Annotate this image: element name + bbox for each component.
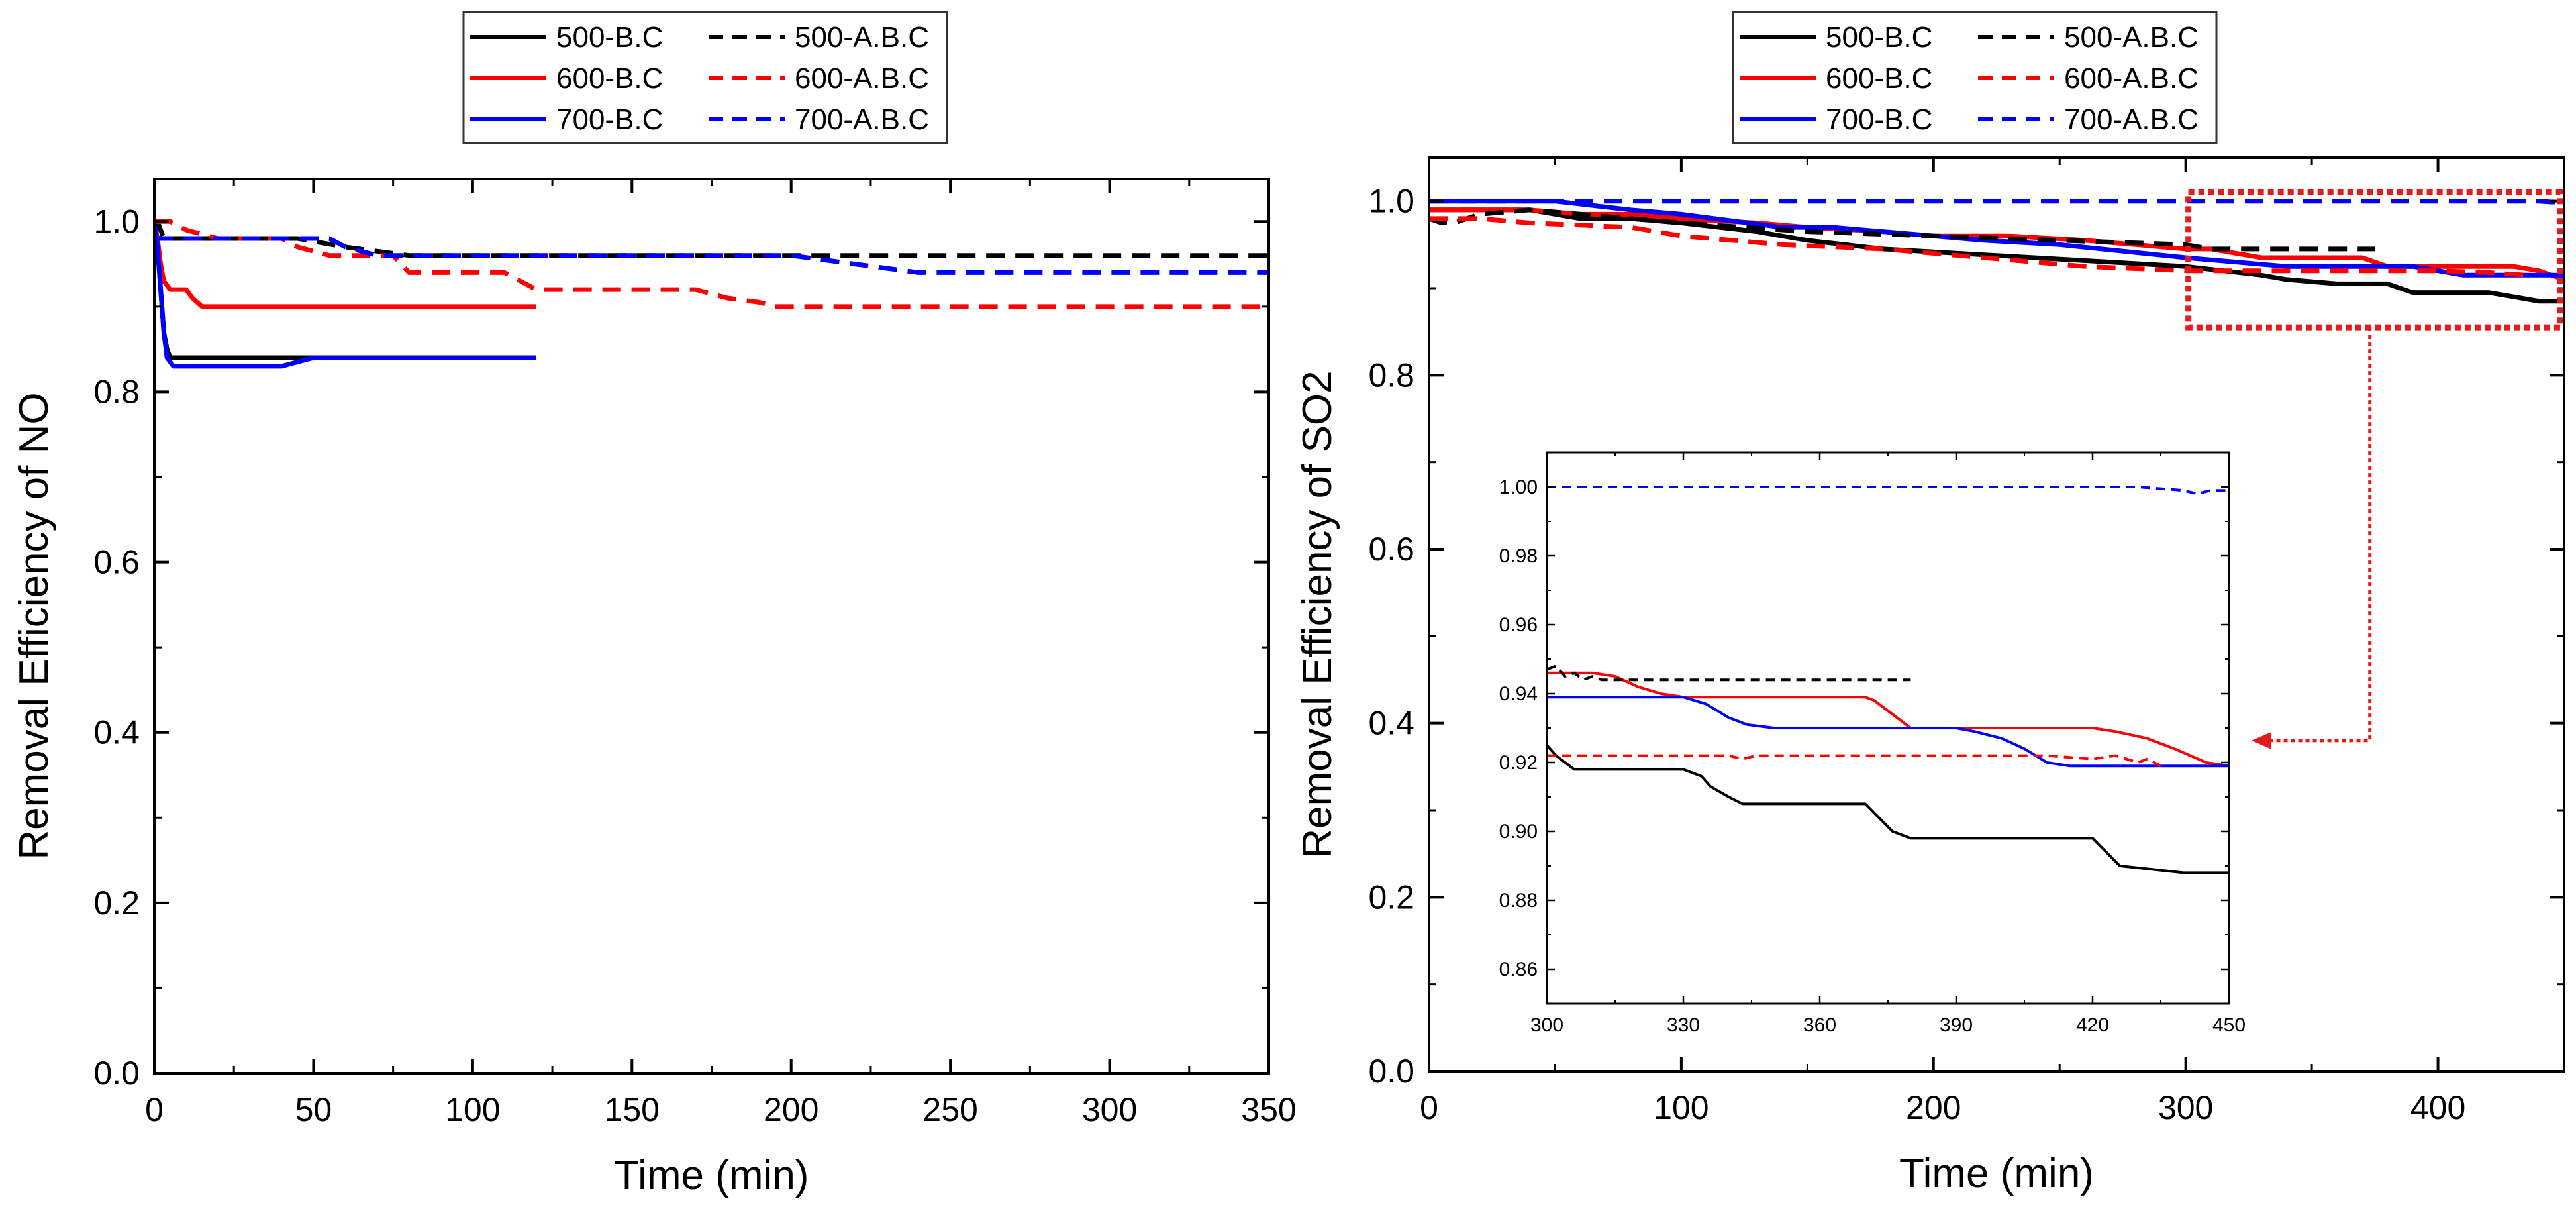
so2-x-tick-label: 0 (1420, 1089, 1438, 1126)
so2-y-tick-label: 0.2 (1368, 878, 1414, 916)
no-y-tick-label: 0.4 (93, 714, 140, 751)
so2-y-axis-title: Removal Efficiency of SO2 (1295, 370, 1340, 858)
no-y-tick-label: 1.0 (93, 203, 140, 240)
so2-x-tick-label: 300 (2158, 1089, 2213, 1126)
no-series-700-abc (154, 236, 1269, 275)
inset-x-tick-label: 300 (1530, 1014, 1563, 1036)
inset-x-tick-label: 390 (1940, 1014, 1973, 1036)
so2-y-tick-label: 1.0 (1368, 183, 1414, 220)
inset-x-tick-label: 450 (2212, 1014, 2246, 1036)
no-series-600-bc (154, 221, 536, 309)
inset-y-tick-label: 0.90 (1499, 821, 1538, 843)
so2-y-tick-label: 0.4 (1368, 705, 1414, 742)
legend-label: 700-A.B.C (795, 103, 929, 136)
so2-x-tick-label: 100 (1654, 1089, 1709, 1126)
legend-label: 600-A.B.C (2064, 62, 2199, 95)
so2-x-axis-title: Time (min) (1899, 1151, 2094, 1196)
no-series-500-abc (154, 219, 1269, 258)
inset-series-500-bc (1547, 744, 2229, 874)
no-y-tick-label: 0.2 (93, 884, 140, 921)
zoom-arrow-head (2252, 731, 2271, 749)
legend-label: 600-A.B.C (795, 62, 929, 95)
inset-chart: 300 330 360 390 420 450 0.86 0.88 0.90 0.92 0.94 0.… (1499, 451, 2246, 1036)
no-y-tick-label: 0.8 (93, 373, 140, 410)
so2-plot-frame (1428, 156, 2565, 1073)
inset-y-tick-label: 0.94 (1499, 683, 1538, 705)
so2-y-tick-label: 0.8 (1368, 356, 1414, 394)
inset-series-600-abc (1547, 754, 2161, 767)
legend-label: 600-B.C (1826, 62, 1932, 95)
inset-x-tick-label: 330 (1667, 1014, 1700, 1036)
no-x-tick-label: 100 (445, 1091, 500, 1128)
legend-label: 500-B.C (1826, 21, 1932, 54)
inset-series-700-bc (1547, 696, 2229, 768)
so2-x-tick-label: 400 (2410, 1089, 2465, 1126)
legend-label: 700-B.C (1826, 103, 1932, 136)
no-series-500-bc (154, 221, 536, 360)
no-x-tick-label: 300 (1082, 1091, 1137, 1128)
so2-chart: 0 100 200 300 400 0.0 0.2 0.4 0.6 0.8 1.0 Time (min… (1295, 156, 2565, 1196)
legend-label: 500-A.B.C (2064, 21, 2199, 54)
no-plot-frame (153, 178, 1270, 1075)
zoom-region-box (2185, 189, 2563, 331)
inset-x-tick-label: 360 (1803, 1014, 1836, 1036)
legend-label: 600-B.C (556, 62, 663, 95)
no-x-tick-label: 0 (145, 1091, 164, 1128)
no-x-tick-label: 150 (605, 1091, 660, 1128)
so2-series-500-abc (1429, 207, 2375, 252)
no-x-tick-label: 50 (295, 1091, 332, 1128)
legend-label: 500-B.C (556, 21, 663, 54)
no-series-group (154, 219, 1269, 369)
inset-y-tick-label: 0.86 (1499, 959, 1538, 980)
no-chart: 0 50 100 150 200 250 300 350 0.0 0.2 0.4 0.6 0.8 1.0 T… (11, 178, 1297, 1198)
no-x-tick-label: 200 (764, 1091, 818, 1128)
so2-series-700-abc (1429, 199, 2564, 205)
inset-y-tick-label: 0.96 (1499, 614, 1538, 636)
inset-y-tick-label: 1.00 (1499, 476, 1538, 498)
so2-legend: 500-B.C 500-A.B.C 600-B.C 600-A.B.C 700-B.C 7… (1732, 11, 2218, 144)
so2-y-tick-label: 0.0 (1368, 1053, 1414, 1090)
no-x-tick-label: 250 (922, 1091, 977, 1128)
inset-x-tick-label: 420 (2076, 1014, 2109, 1036)
inset-y-tick-label: 0.98 (1499, 545, 1538, 567)
inset-series-group (1547, 486, 2229, 874)
no-legend: 500-B.C 500-A.B.C 600-B.C 600-A.B.C 700-B.C 7… (462, 11, 948, 144)
legend-label: 500-A.B.C (795, 21, 929, 54)
so2-x-tick-label: 200 (1906, 1089, 1961, 1126)
no-x-axis-title: Time (min) (615, 1153, 809, 1198)
so2-y-tick-label: 0.6 (1368, 531, 1414, 568)
inset-y-tick-label: 0.92 (1499, 752, 1538, 774)
legend-label: 700-A.B.C (2064, 103, 2199, 136)
no-series-700-bc (154, 221, 536, 369)
inset-series-600-bc (1547, 671, 2229, 768)
no-series-600-abc (154, 219, 1269, 309)
zoom-connector-line (2268, 327, 2372, 743)
no-y-axis-title: Removal Efficiency of NO (11, 392, 57, 859)
no-y-tick-label: 0.6 (93, 544, 140, 581)
so2-series-500-bc (1429, 207, 2564, 304)
no-x-tick-label: 350 (1241, 1091, 1296, 1128)
inset-y-tick-label: 0.88 (1499, 890, 1538, 912)
so2-series-600-abc (1429, 216, 2527, 278)
no-y-tick-label: 0.0 (93, 1055, 140, 1092)
legend-label: 700-B.C (556, 103, 663, 136)
so2-series-group (1429, 199, 2564, 304)
inset-series-500-abc (1547, 664, 1911, 682)
